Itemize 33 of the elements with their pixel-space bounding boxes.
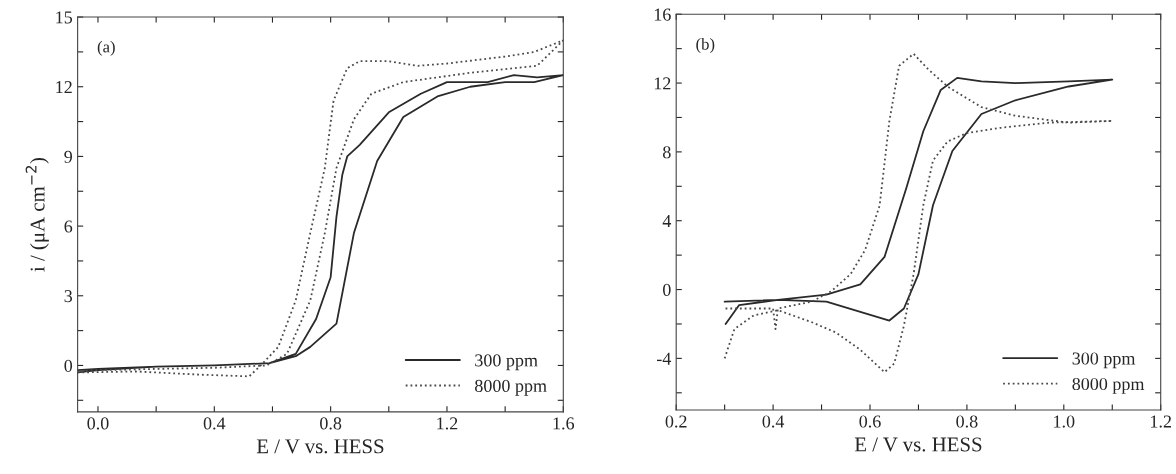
- y-tick-label: 8: [663, 146, 671, 159]
- annotation: (b): [696, 37, 715, 54]
- y-axis-title: i / (μA cm$^{−2}$): [25, 158, 49, 272]
- x-tick-label: 0.0: [87, 417, 109, 430]
- x-tick-label: 1.6: [553, 417, 575, 430]
- y-tick-label: -4: [656, 352, 672, 365]
- y-tick-label: 4: [662, 215, 672, 227]
- x-tick-label: 1.0: [1054, 415, 1075, 428]
- x-tick-label: 0.8: [956, 415, 978, 428]
- x-tick-label: 0.8: [320, 417, 342, 430]
- x-tick-label: 0.4: [203, 417, 226, 430]
- y-tick-label: 0: [663, 283, 671, 296]
- x-tick-label: 1.2: [1151, 415, 1171, 428]
- y-tick-label: 3: [64, 290, 73, 303]
- y-tick-label: 9: [64, 150, 73, 163]
- y-tick-label: 15: [56, 11, 73, 24]
- x-tick-label: 0.4: [762, 415, 785, 428]
- annotation: (a): [97, 40, 115, 56]
- x-axis-title: E / V vs. HESS: [256, 439, 384, 454]
- y-tick-label: 16: [654, 8, 671, 21]
- y-tick-label: 12: [654, 77, 671, 90]
- legend-label: 8000 ppm: [475, 379, 547, 396]
- legend-label: 300 ppm: [475, 354, 538, 371]
- x-tick-label: 0.2: [665, 415, 687, 428]
- y-tick-label: 0: [64, 359, 73, 372]
- line-series: [723, 76, 1114, 325]
- x-axis-title: E / V vs. HESS: [854, 437, 982, 452]
- y-tick-label: 12: [56, 81, 72, 94]
- y-tick-label: 6: [64, 220, 73, 233]
- legend-label: 8000 ppm: [1072, 377, 1145, 394]
- x-tick-label: 1.2: [437, 417, 458, 430]
- legend-label: 300 ppm: [1072, 352, 1136, 369]
- x-tick-label: 0.6: [859, 415, 881, 428]
